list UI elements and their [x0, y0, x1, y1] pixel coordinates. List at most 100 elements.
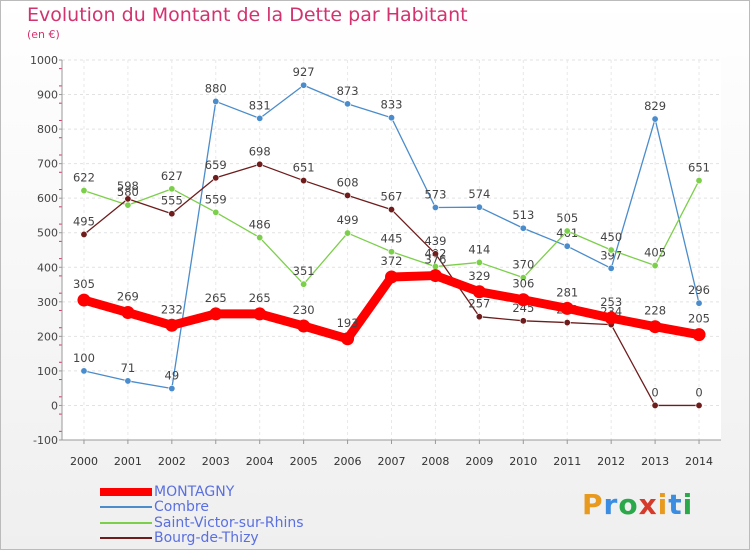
data-label: 880 — [205, 81, 227, 95]
data-label: 829 — [644, 99, 666, 113]
data-label: 265 — [249, 291, 271, 305]
data-label: 376 — [424, 253, 446, 267]
data-point — [431, 250, 439, 258]
data-point — [695, 177, 703, 185]
x-tick-label: 2010 — [509, 455, 537, 468]
data-label: 659 — [205, 158, 227, 172]
logo-letter: r — [603, 488, 619, 521]
data-label: 193 — [337, 316, 359, 330]
x-tick-label: 2014 — [685, 455, 713, 468]
data-label: 253 — [600, 295, 622, 309]
y-tick-label: 700 — [37, 158, 58, 171]
y-tick-label: 500 — [37, 227, 58, 240]
y-tick-label: 600 — [37, 192, 58, 205]
y-tick-label: 400 — [37, 261, 58, 274]
data-label: 205 — [688, 312, 710, 326]
data-point — [519, 274, 527, 282]
data-label: 573 — [424, 188, 446, 202]
data-point — [385, 270, 398, 284]
y-tick-label: 1000 — [30, 54, 58, 67]
data-point — [209, 307, 223, 321]
data-label: 351 — [293, 264, 315, 278]
data-point — [563, 227, 571, 235]
data-label: 414 — [468, 242, 490, 256]
data-point — [124, 195, 132, 203]
data-point — [607, 246, 615, 254]
data-point — [604, 311, 618, 325]
data-label: 257 — [468, 297, 490, 311]
data-point — [387, 114, 395, 122]
data-label: 513 — [512, 208, 534, 222]
data-label: 370 — [512, 258, 534, 272]
data-point — [300, 81, 308, 89]
data-label: 372 — [381, 254, 403, 268]
y-tick-label: 800 — [37, 123, 58, 136]
x-tick-label: 2011 — [553, 455, 581, 468]
data-point — [651, 115, 659, 123]
data-point — [256, 114, 264, 122]
data-label: 622 — [73, 171, 95, 185]
logo-letter: i — [682, 488, 694, 521]
data-label: 574 — [468, 187, 490, 201]
legend-label-bourg-de-thizy: Bourg-de-Thizy — [154, 530, 259, 547]
legend-swatch-montagny — [100, 487, 152, 496]
legend-item-bourg-de-thizy: Bourg-de-Thizy — [100, 531, 304, 547]
proxiti-logo[interactable]: Proxiti — [582, 488, 693, 521]
x-tick-label: 2003 — [202, 455, 230, 468]
data-point — [168, 385, 176, 393]
data-point — [475, 203, 483, 211]
logo-letter: i — [657, 488, 669, 521]
data-point — [519, 224, 527, 232]
x-tick-label: 2004 — [246, 455, 274, 468]
legend-swatch-bourg-de-thizy — [100, 537, 152, 540]
data-label: 0 — [695, 385, 702, 399]
data-point — [253, 307, 267, 321]
y-tick-label: -100 — [33, 434, 58, 447]
legend-label-combre: Combre — [154, 499, 209, 516]
x-tick-label: 2006 — [334, 455, 362, 468]
logo-letter: t — [668, 488, 683, 521]
data-point — [344, 100, 352, 108]
data-label: 495 — [73, 214, 95, 228]
data-point — [168, 185, 176, 193]
data-point — [472, 285, 486, 299]
data-point — [475, 258, 483, 266]
data-label: 329 — [468, 269, 490, 283]
y-tick-label: 300 — [37, 296, 58, 309]
legend-item-combre: Combre — [100, 500, 304, 516]
data-label: 698 — [249, 144, 271, 158]
legend-swatch-combre — [100, 506, 152, 509]
data-point — [692, 328, 706, 342]
data-label: 450 — [600, 230, 622, 244]
data-point — [695, 299, 703, 307]
data-point — [80, 367, 88, 375]
y-tick-label: 900 — [37, 89, 58, 102]
data-point — [297, 319, 311, 333]
data-label: 296 — [688, 283, 710, 297]
x-tick-label: 2007 — [378, 455, 406, 468]
chart-title: Evolution du Montant de la Dette par Hab… — [27, 4, 468, 26]
data-label: 230 — [293, 303, 315, 317]
data-label: 598 — [117, 179, 139, 193]
data-point — [80, 230, 88, 238]
y-tick-label: 0 — [51, 399, 58, 412]
data-label: 232 — [161, 302, 183, 316]
data-point — [124, 201, 132, 209]
data-label: 651 — [688, 161, 710, 175]
legend-item-montagny: MONTAGNY — [100, 484, 304, 500]
data-point — [344, 229, 352, 237]
data-point — [519, 317, 527, 325]
x-tick-label: 2009 — [465, 455, 493, 468]
x-tick-label: 2008 — [421, 455, 449, 468]
x-tick-label: 2005 — [290, 455, 318, 468]
data-label: 831 — [249, 98, 271, 112]
data-point — [475, 313, 483, 321]
data-label: 228 — [644, 304, 666, 318]
data-point — [124, 377, 132, 385]
data-point — [431, 204, 439, 212]
data-label: 555 — [161, 194, 183, 208]
data-point — [300, 177, 308, 185]
y-tick-label: 200 — [37, 330, 58, 343]
x-tick-label: 2000 — [70, 455, 98, 468]
data-label: 833 — [381, 98, 403, 112]
